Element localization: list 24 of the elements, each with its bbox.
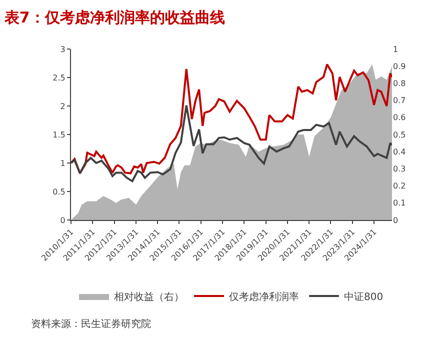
y-tick-label: 0	[60, 216, 66, 225]
y2-tick-label: 0	[393, 216, 398, 225]
y2-tick-label: 0.7	[393, 96, 406, 106]
y2-tick-label: 0.9	[393, 62, 406, 71]
y2-tick-label: 0.3	[393, 164, 406, 174]
y2-tick-label: 0.5	[393, 130, 406, 140]
y2-tick-label: 0.1	[393, 198, 406, 208]
y-tick-label: 2.5	[52, 73, 66, 82]
legend-label: 相对收益（右）	[114, 290, 184, 303]
legend-label: 仅考虑净利润率	[229, 290, 299, 303]
y2-tick-label: 0.8	[393, 79, 406, 88]
text: 资料来源：民生证券研究院	[31, 318, 151, 330]
y-tick-label: 1	[60, 158, 66, 168]
line-series	[71, 63, 392, 174]
legend-label: 中证800	[344, 290, 384, 303]
y-tick-label: 1.5	[52, 130, 66, 140]
y2-tick-label: 0.6	[393, 113, 406, 122]
y-tick-label: 0.5	[52, 187, 66, 196]
y2-tick-label: 1	[393, 44, 398, 54]
y2-tick-label: 0.4	[393, 147, 406, 156]
y-tick-label: 2	[60, 102, 66, 111]
y2-tick-label: 0.2	[393, 182, 406, 191]
chart-title: 表7：仅考虑净利润率的收益曲线	[3, 8, 225, 26]
y-tick-label: 3	[60, 44, 66, 54]
